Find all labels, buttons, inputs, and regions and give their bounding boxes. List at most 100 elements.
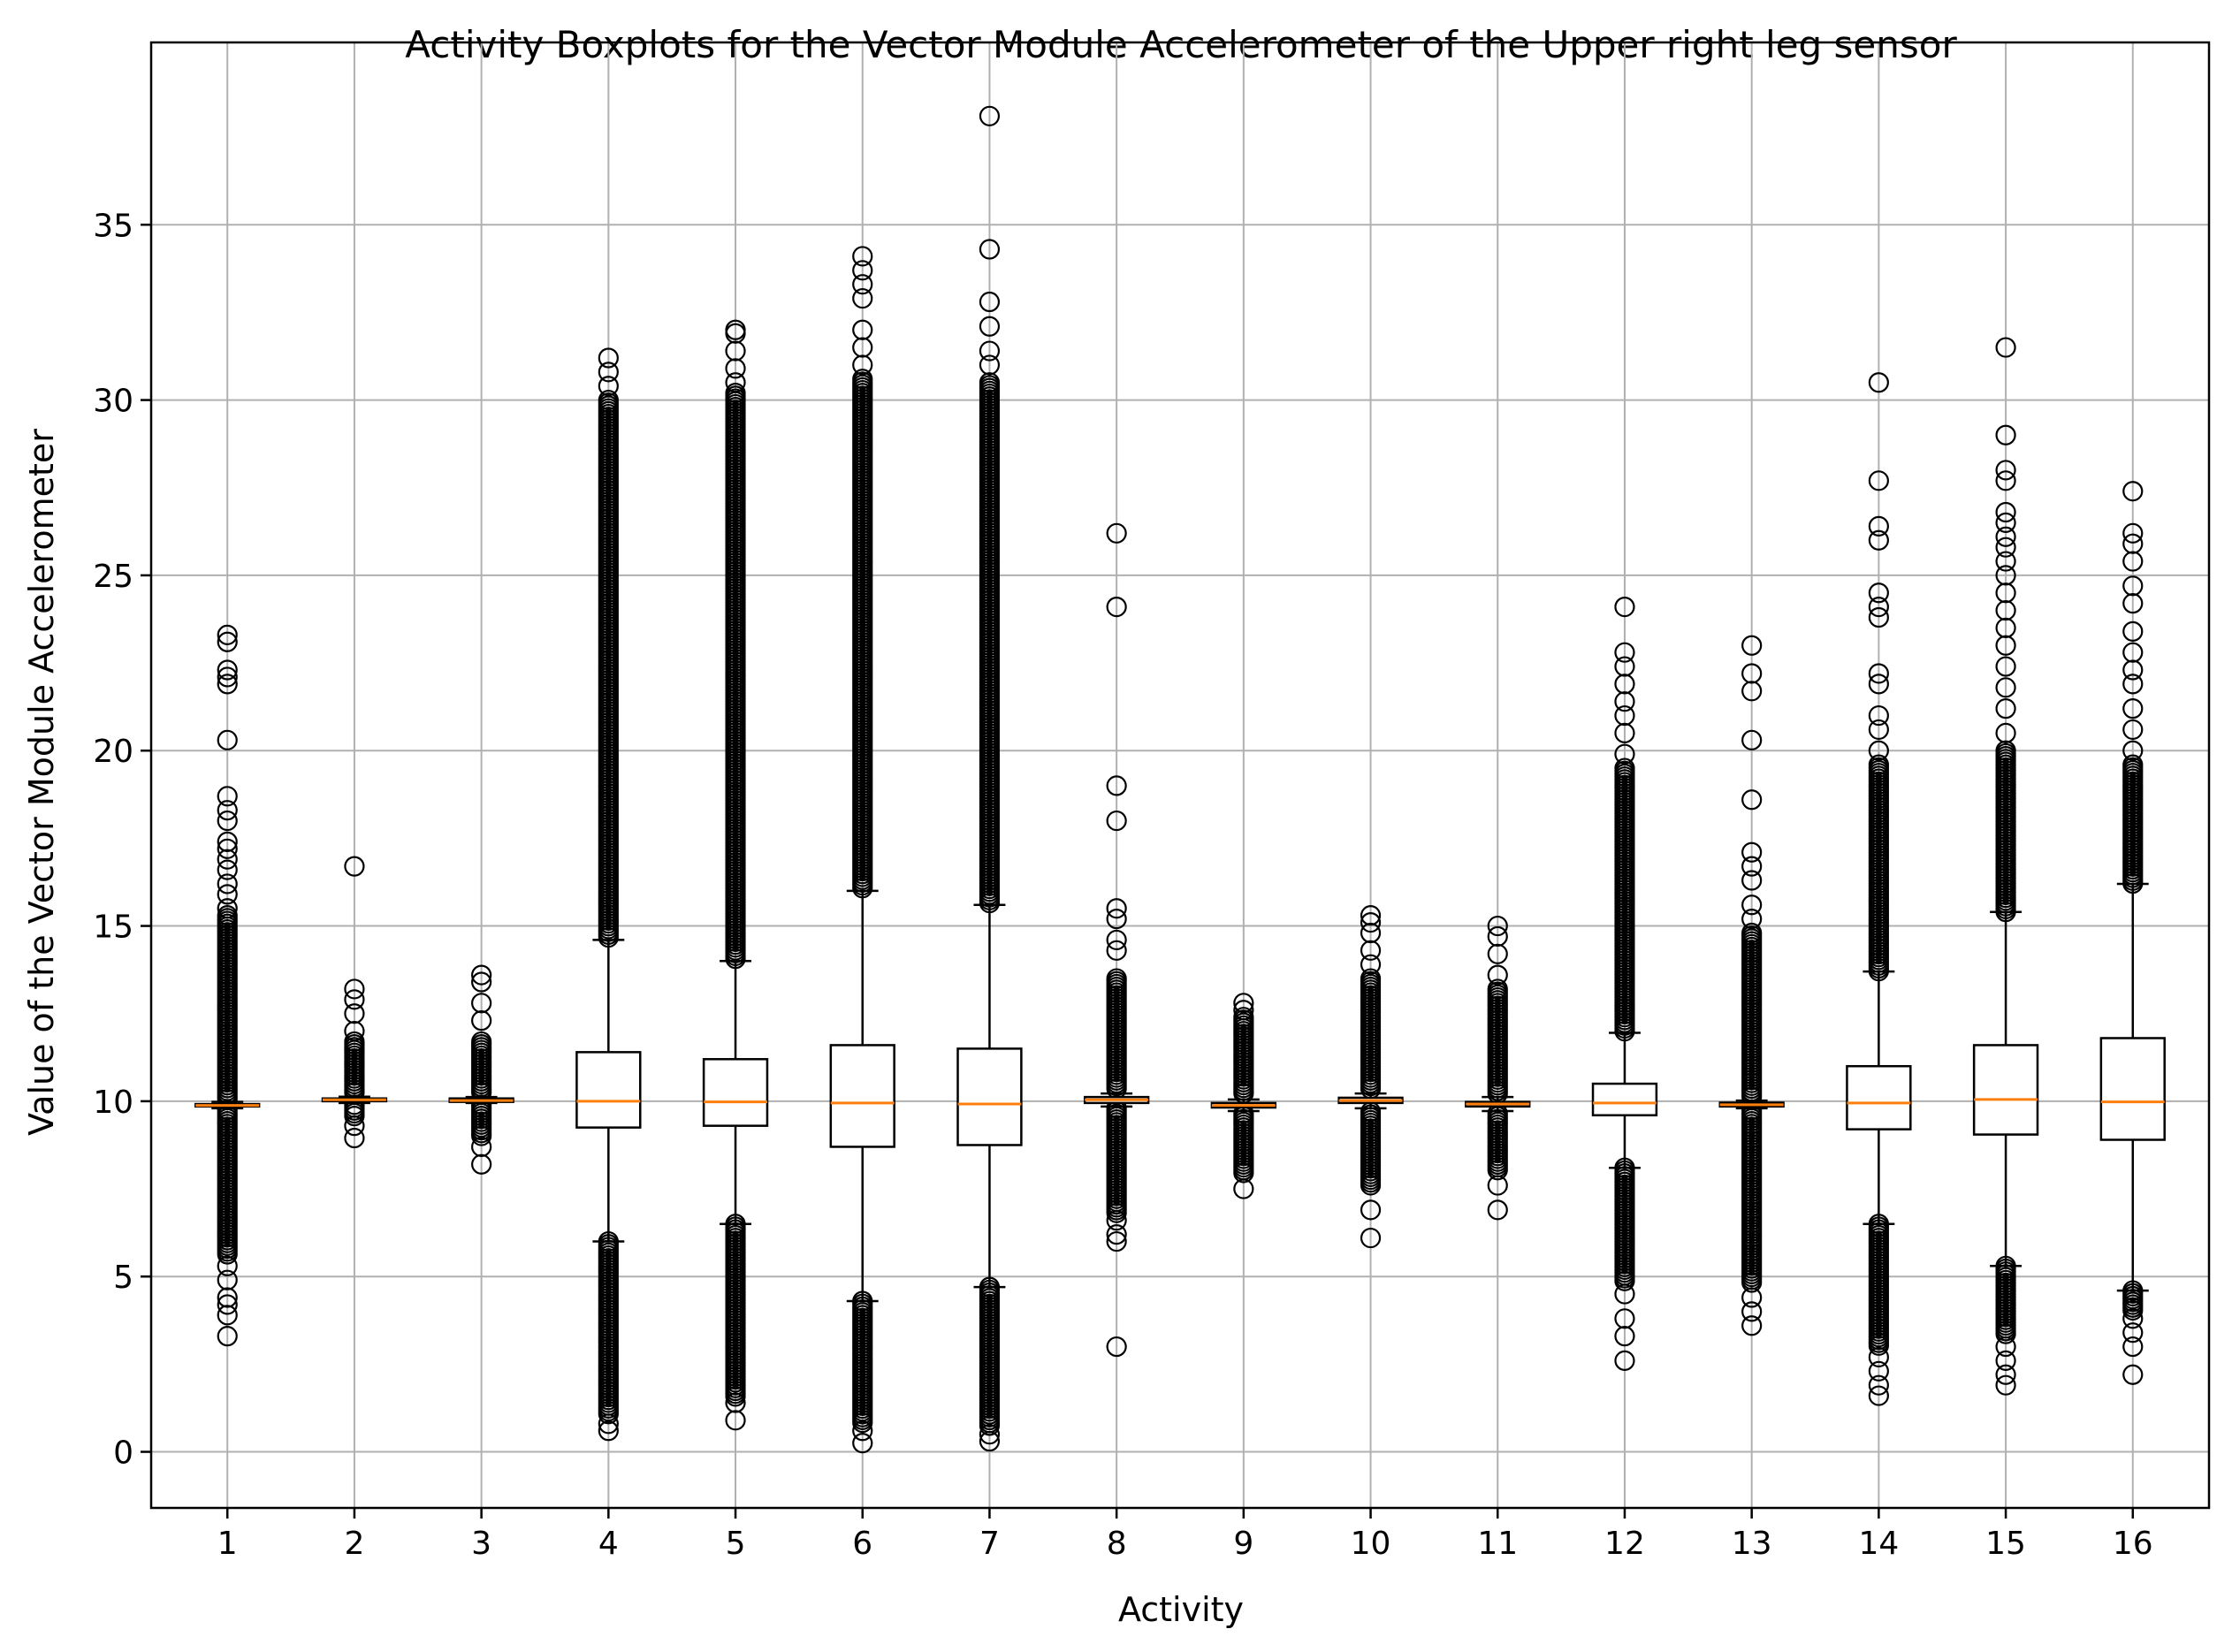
- flier-point: [1868, 515, 1889, 537]
- boxplots: [194, 105, 2166, 1454]
- flier-cluster: [1868, 1214, 1889, 1356]
- flier-point: [1106, 810, 1127, 832]
- flier-point: [1106, 898, 1127, 919]
- boxplot-4: [575, 347, 642, 1442]
- flier-point: [1741, 1315, 1763, 1336]
- flier-point: [979, 316, 1001, 337]
- flier-point: [1995, 1364, 2016, 1385]
- flier-point: [217, 1305, 238, 1326]
- flier-point: [217, 810, 238, 832]
- flier-point: [725, 340, 746, 362]
- boxplot-15: [1972, 337, 2039, 1396]
- flier-point: [1995, 337, 2016, 358]
- flier-cluster: [598, 1230, 619, 1425]
- flier-point: [2122, 698, 2144, 719]
- flier-point: [471, 1010, 492, 1032]
- boxplot-16: [2099, 481, 2166, 1385]
- iqr-box: [956, 1047, 1023, 1146]
- flier-point: [1487, 964, 1508, 986]
- flier-point: [1868, 1335, 1889, 1356]
- flier-point: [217, 659, 238, 681]
- flier-point: [1360, 1199, 1382, 1221]
- flier-point: [2122, 575, 2144, 597]
- flier-point: [217, 1294, 238, 1315]
- x-tick-label: 9: [1233, 1526, 1253, 1562]
- flier-point: [217, 1269, 238, 1290]
- flier-point: [344, 1020, 365, 1042]
- boxplot-1: [194, 624, 261, 1347]
- flier-point: [217, 631, 238, 652]
- flier-cluster: [1741, 922, 1763, 1108]
- flier-point: [725, 1392, 746, 1413]
- flier-cluster: [1868, 754, 1889, 982]
- boxplot-9: [1210, 993, 1277, 1199]
- flier-point: [1233, 1000, 1254, 1021]
- flier-point: [217, 624, 238, 645]
- flier-point: [1614, 1326, 1635, 1347]
- flier-point: [1106, 775, 1127, 796]
- flier-point: [2122, 1336, 2144, 1358]
- flier-point: [725, 1410, 746, 1431]
- flier-point: [1868, 1374, 1889, 1396]
- flier-point: [471, 1153, 492, 1175]
- flier-point: [1868, 674, 1889, 695]
- flier-point: [217, 674, 238, 695]
- flier-point: [1868, 597, 1889, 618]
- flier-point: [1741, 870, 1763, 891]
- flier-point: [1487, 1175, 1508, 1196]
- flier-point: [852, 319, 873, 340]
- y-axis: 0 5 10 15 20 25 30 35: [93, 208, 151, 1472]
- flier-point: [471, 1136, 492, 1158]
- flier-point: [2122, 620, 2144, 642]
- flier-point: [217, 1326, 238, 1347]
- flier-cluster: [1360, 1101, 1382, 1196]
- flier-point: [1614, 656, 1635, 677]
- flier-point: [1360, 905, 1382, 926]
- flier-cluster: [1487, 1103, 1508, 1181]
- flier-point: [217, 884, 238, 905]
- boxplot-13: [1718, 635, 1785, 1336]
- flier-point: [725, 372, 746, 393]
- flier-point: [1995, 698, 2016, 719]
- flier-point: [2122, 1322, 2144, 1344]
- flier-point: [852, 1420, 873, 1442]
- iqr-box: [575, 1051, 642, 1129]
- flier-point: [1106, 1336, 1127, 1358]
- flier-point: [217, 800, 238, 821]
- flier-point: [1360, 911, 1382, 933]
- flier-point: [471, 964, 492, 986]
- iqr-box: [1972, 1044, 2039, 1136]
- flier-point: [2122, 740, 2144, 761]
- flier-point: [1487, 1199, 1508, 1221]
- iqr-box: [702, 1058, 769, 1127]
- flier-point: [979, 105, 1001, 126]
- flier-point: [2122, 1308, 2144, 1329]
- flier-cluster: [1106, 1098, 1127, 1223]
- flier-point: [1868, 1346, 1889, 1368]
- flier-point: [2122, 674, 2144, 695]
- flier-cluster: [1741, 1100, 1763, 1293]
- flier-point: [1487, 925, 1508, 948]
- flier-point: [217, 1287, 238, 1308]
- x-tick-label: 1: [217, 1526, 238, 1562]
- flier-point: [1106, 1210, 1127, 1231]
- flier-point: [2122, 522, 2144, 544]
- y-tick-label: 20: [93, 734, 133, 770]
- flier-point: [1995, 460, 2016, 481]
- y-tick-label: 0: [113, 1435, 133, 1472]
- flier-point: [852, 260, 873, 281]
- flier-point: [217, 831, 238, 852]
- flier-cluster: [852, 1290, 873, 1434]
- flier-point: [598, 1420, 619, 1442]
- flier-cluster: [852, 369, 873, 899]
- flier-point: [2122, 642, 2144, 663]
- y-tick-label: 10: [93, 1085, 133, 1121]
- flier-point: [1614, 691, 1635, 712]
- flier-point: [1868, 663, 1889, 684]
- flier-point: [1741, 1301, 1763, 1322]
- flier-point: [852, 1412, 873, 1434]
- flier-point: [217, 729, 238, 750]
- flier-point: [344, 1106, 365, 1127]
- flier-cluster: [1106, 968, 1127, 1100]
- flier-point: [1741, 635, 1763, 656]
